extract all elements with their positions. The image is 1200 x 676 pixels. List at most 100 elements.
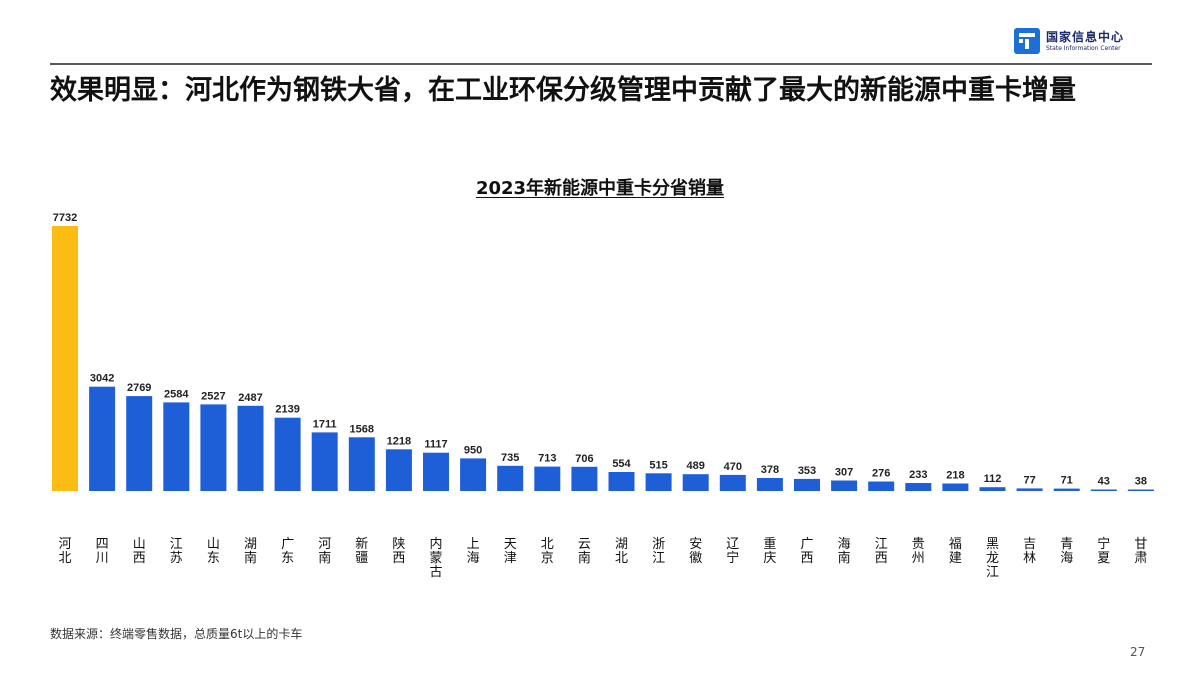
bar-天津 (497, 465, 524, 491)
data-label-吉林: 77 (1023, 474, 1035, 486)
data-label-湖北: 554 (612, 458, 631, 470)
category-label-广东: 广东 (281, 537, 294, 566)
data-label-广西: 353 (798, 465, 816, 477)
bar-重庆 (756, 478, 783, 491)
category-label-上海: 上海 (467, 537, 480, 566)
category-label-河北: 河北 (58, 537, 71, 566)
data-label-海南: 307 (835, 467, 853, 479)
bar-江西 (868, 481, 895, 491)
category-label-河南: 河南 (318, 537, 331, 566)
header-divider (50, 63, 1152, 65)
bar-上海 (460, 458, 487, 491)
data-label-上海: 950 (464, 444, 482, 456)
bar-甘肃 (1127, 489, 1154, 491)
category-label-四川: 四川 (96, 537, 109, 566)
category-label-辽宁: 辽宁 (726, 537, 739, 566)
category-label-广西: 广西 (800, 537, 813, 566)
data-label-山东: 2527 (201, 390, 225, 402)
category-label-湖北: 湖北 (615, 537, 628, 566)
data-label-江苏: 2584 (164, 388, 189, 400)
bar-广东 (274, 417, 301, 491)
data-label-浙江: 515 (649, 459, 667, 471)
bar-内蒙古 (423, 452, 449, 491)
category-label-浙江: 浙江 (652, 537, 665, 566)
bar-黑龙江 (979, 487, 1006, 491)
data-label-安徽: 489 (687, 460, 705, 472)
bar-云南 (571, 466, 598, 491)
category-label-甘肃: 甘肃 (1134, 537, 1147, 566)
data-label-北京: 713 (538, 453, 556, 465)
category-label-天津: 天津 (504, 537, 517, 566)
category-label-青海: 青海 (1060, 537, 1073, 566)
state-information-center-logo-icon (1014, 28, 1040, 54)
bar-广西 (794, 478, 820, 491)
category-label-海南: 海南 (838, 537, 851, 566)
bar-山东 (200, 404, 227, 491)
category-label-云南: 云南 (578, 537, 591, 566)
bar-四川 (89, 386, 116, 491)
bar-江苏 (163, 402, 190, 491)
data-source-note: 数据来源：终端零售数据，总质量6t以上的卡车 (50, 627, 303, 641)
data-label-福建: 218 (946, 470, 964, 482)
bar-浙江 (645, 473, 672, 491)
bar-河南 (311, 432, 338, 491)
category-label-贵州: 贵州 (912, 537, 925, 566)
data-label-陕西: 1218 (387, 435, 411, 447)
bar-山西 (126, 396, 153, 491)
data-label-内蒙古: 1117 (424, 439, 447, 451)
data-label-重庆: 378 (761, 464, 779, 476)
data-label-广东: 2139 (275, 404, 299, 416)
data-label-黑龙江: 112 (984, 473, 1002, 485)
bar-吉林 (1016, 488, 1043, 491)
data-label-江西: 276 (872, 468, 890, 480)
category-label-江西: 江西 (875, 537, 888, 566)
category-label-安徽: 安徽 (689, 537, 702, 566)
bar-北京 (534, 466, 561, 491)
data-label-云南: 706 (575, 453, 593, 465)
page-number: 27 (1130, 645, 1146, 659)
logo-name-en: State Information Center (1046, 44, 1121, 52)
category-label-陕西: 陕西 (392, 537, 405, 566)
data-label-天津: 735 (501, 452, 519, 464)
data-label-甘肃: 38 (1135, 476, 1147, 488)
logo-name-cn: 国家信息中心 (1046, 29, 1125, 44)
data-label-山西: 2769 (127, 382, 151, 394)
data-label-四川: 3042 (90, 373, 114, 385)
bar-福建 (942, 483, 969, 491)
data-label-河北: 7732 (53, 212, 77, 224)
category-label-吉林: 吉林 (1023, 537, 1036, 566)
logo: 国家信息中心 State Information Center (1014, 28, 1124, 54)
category-label-福建: 福建 (949, 537, 962, 566)
bar-陕西 (385, 449, 412, 491)
data-label-青海: 71 (1061, 475, 1073, 487)
data-label-湖南: 2487 (238, 392, 262, 404)
category-label-山东: 山东 (207, 537, 220, 566)
bar-湖北 (608, 472, 635, 491)
category-label-江苏: 江苏 (170, 537, 183, 566)
category-label-北京: 北京 (541, 537, 554, 566)
data-label-河南: 1711 (313, 418, 337, 430)
category-label-内蒙古: 内蒙古 (429, 536, 442, 580)
data-label-宁夏: 43 (1098, 476, 1110, 488)
category-label-重庆: 重庆 (763, 536, 776, 566)
data-label-新疆: 1568 (350, 423, 374, 435)
bar-新疆 (348, 437, 375, 491)
bar-青海 (1053, 488, 1080, 491)
data-label-贵州: 233 (909, 469, 927, 481)
bar-宁夏 (1090, 489, 1117, 491)
category-label-黑龙江: 黑龙江 (986, 537, 999, 580)
bar-湖南 (237, 405, 264, 491)
bar-海南 (831, 480, 858, 491)
bar-辽宁 (719, 474, 746, 491)
slide-title: 效果明显：河北作为钢铁大省，在工业环保分级管理中贡献了最大的新能源中重卡增量 (50, 75, 1076, 106)
data-label-辽宁: 470 (724, 461, 742, 473)
category-label-湖南: 湖南 (244, 537, 257, 566)
chart-title: 2023年新能源中重卡分省销量 (475, 178, 725, 199)
bar-安徽 (682, 474, 709, 491)
category-label-宁夏: 宁夏 (1097, 536, 1110, 566)
category-label-新疆: 新疆 (355, 536, 368, 566)
bar-贵州 (905, 483, 932, 491)
bar-河北 (52, 226, 78, 491)
category-label-山西: 山西 (133, 537, 146, 566)
